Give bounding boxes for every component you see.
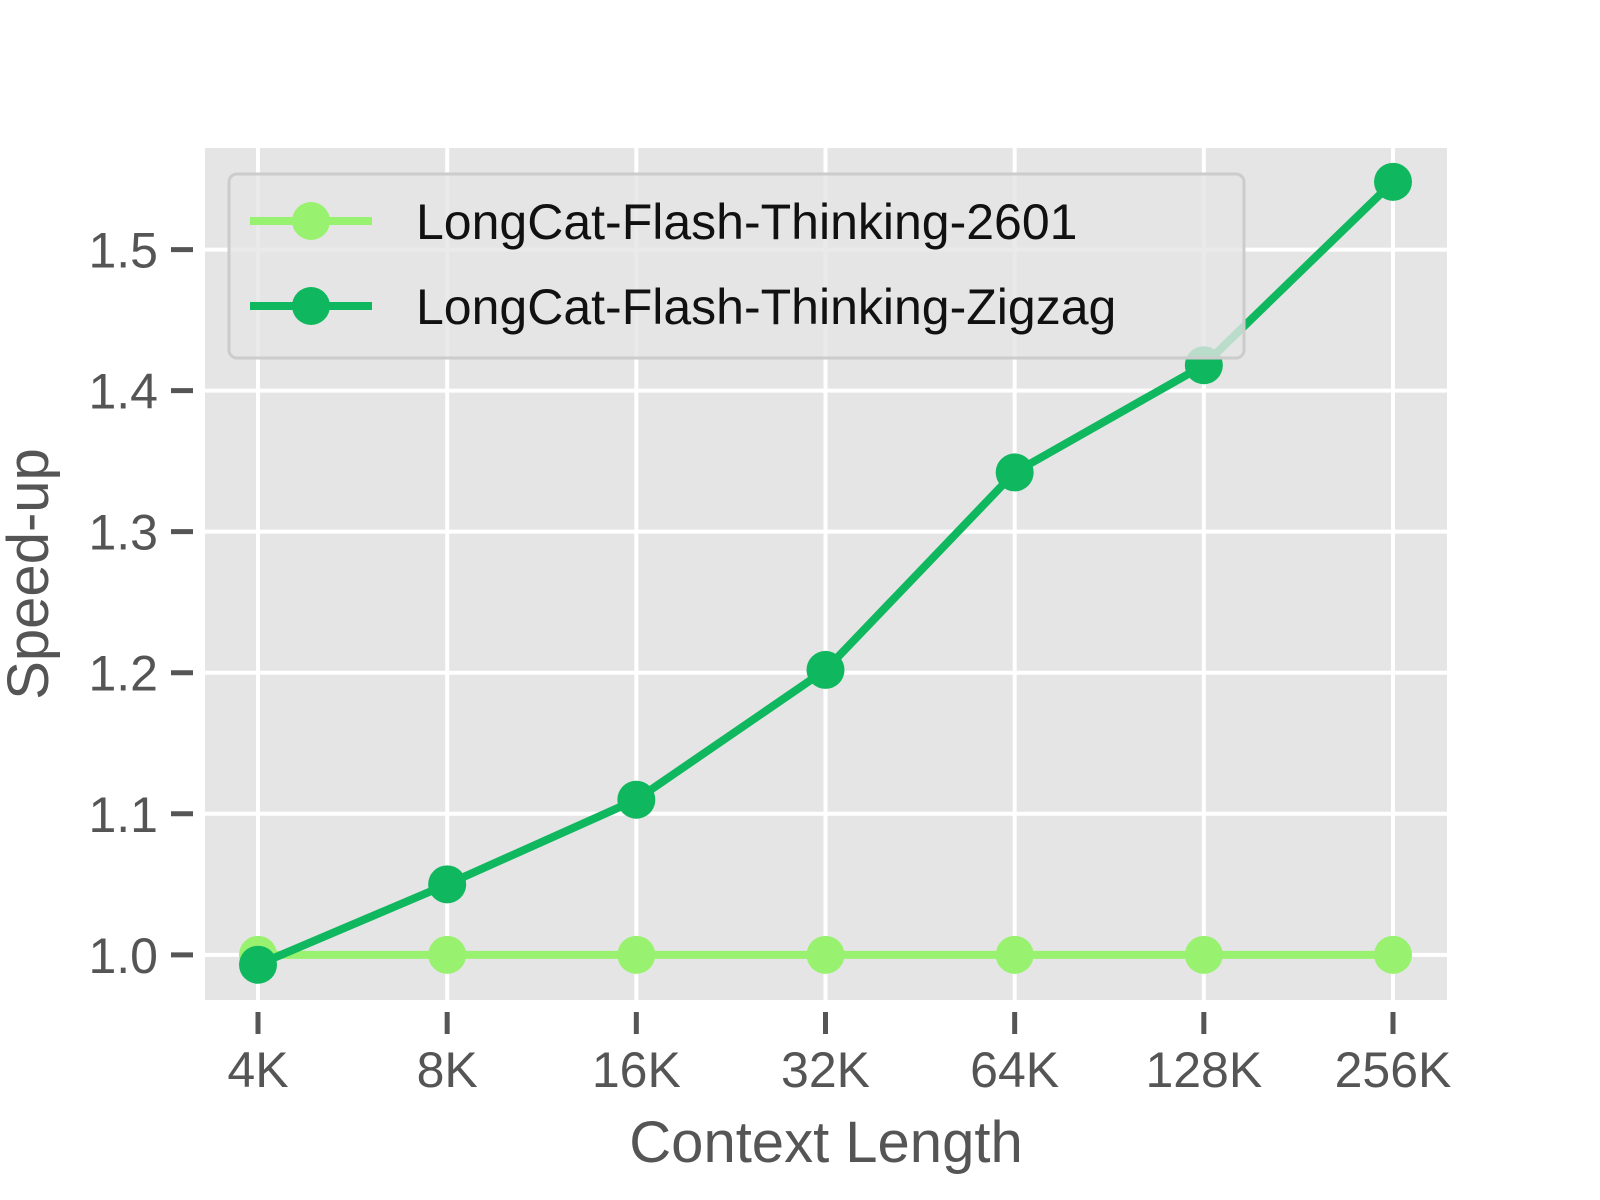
x-tick-label: 4K [227,1042,288,1098]
legend-entry: LongCat-Flash-Thinking-Zigzag [416,279,1116,335]
series-2 [239,162,1412,984]
data-point [428,935,467,974]
x-tick-label: 64K [970,1042,1059,1098]
x-tick-label: 8K [417,1042,478,1098]
data-point [1184,935,1223,974]
legend: LongCat-Flash-Thinking-2601 LongCat-Flash… [227,172,1246,360]
x-tick-label: 256K [1335,1042,1452,1098]
legend-swatch-marker [292,202,330,240]
y-tick-label: 1.3 [88,505,158,561]
data-point [995,935,1034,974]
x-tick-label: 16K [592,1042,681,1098]
data-point [428,865,467,904]
legend-entry: LongCat-Flash-Thinking-2601 [416,194,1077,250]
legend-swatch-marker [292,287,330,325]
legend-box [227,172,1246,360]
data-point [617,935,656,974]
data-point [239,945,277,984]
x-tick-label: 128K [1145,1042,1262,1098]
data-point [1374,162,1412,201]
series-layer [239,162,1412,984]
data-point [806,935,845,974]
y-tick-label: 1.1 [88,787,158,843]
data-point [617,780,656,819]
y-tick-label: 1.4 [88,364,158,420]
x-tick-label: 32K [781,1042,870,1098]
data-point [995,453,1034,492]
data-point [806,650,845,689]
y-axis-label: Speed-up [0,448,61,700]
y-tick-label: 1.5 [88,223,158,279]
y-tick-label: 1.2 [88,646,158,702]
x-axis-label: Context Length [629,1110,1022,1175]
data-point [1374,935,1412,974]
y-tick-label: 1.0 [88,928,158,984]
axis-ticks: 4K 8K 16K 32K 64K 128K 256K 1.0 1.1 1.2 1.3 1.4 1.5 [88,223,1451,1098]
